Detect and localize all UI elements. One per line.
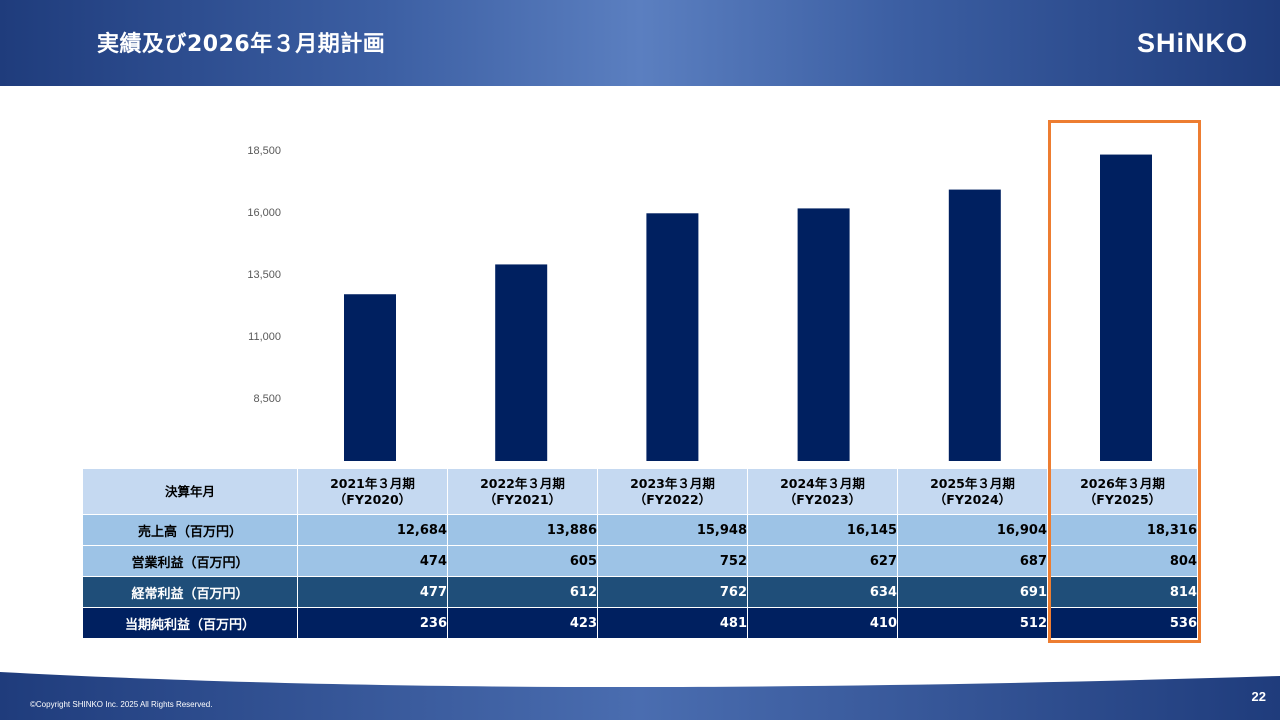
table-cell: 410 [747,607,898,639]
bar-fy2023 [797,208,850,461]
table-cell: 804 [1047,545,1198,577]
bar-fy2025 [1100,154,1152,461]
table-cell: 13,886 [447,514,598,546]
table-cell: 18,316 [1047,514,1198,546]
copyright-text: ©Copyright SHINKO Inc. 2025 All Rights R… [30,700,213,709]
table-cell: 691 [897,576,1048,608]
table-cell: 634 [747,576,898,608]
financial-table: 決算年月 2021年３月期 （FY2020） 2022年３月期 （FY2021） 2… [82,468,1198,639]
page-number: 22 [1251,689,1266,704]
table-corner-label: 決算年月 [82,468,298,515]
table-cell: 687 [897,545,1048,577]
bar-fy2021 [495,264,548,461]
row-label: 売上高（百万円） [82,514,298,546]
row-label: 当期純利益（百万円） [82,607,298,639]
table-cell: 16,145 [747,514,898,546]
y-tick-label: 13,500 [247,269,281,281]
table-cell: 814 [1047,576,1198,608]
page-title: 実績及び2026年３月期計画 [97,32,386,57]
table-header-row: 決算年月 2021年３月期 （FY2020） 2022年３月期 （FY2021） 2… [82,468,1198,515]
table-column-header: 2026年３月期 （FY2025） [1047,468,1198,515]
table-cell: 605 [447,545,598,577]
table-cell: 16,904 [897,514,1048,546]
row-label: 営業利益（百万円） [82,545,298,577]
table-column-header: 2023年３月期 （FY2022） [597,468,748,515]
table-cell: 752 [597,545,748,577]
table-cell: 15,948 [597,514,748,546]
table-cell: 481 [597,607,748,639]
table-column-header: 2024年３月期 （FY2023） [747,468,898,515]
y-tick-label: 18,500 [247,145,281,157]
y-tick-label: 8,500 [253,393,281,405]
table-cell: 627 [747,545,898,577]
table-cell: 512 [897,607,1048,639]
table-row-operating-profit: 営業利益（百万円） 474 605 752 627 687 804 [82,545,1198,577]
table-cell: 12,684 [297,514,448,546]
bar-fy2020 [344,294,396,461]
bars [344,154,1152,461]
table-column-header: 2025年３月期 （FY2024） [897,468,1048,515]
table-row-ordinary-profit: 経常利益（百万円） 477 612 762 634 691 814 [82,576,1198,608]
table-cell: 536 [1047,607,1198,639]
table-row-sales: 売上高（百万円） 12,684 13,886 15,948 16,145 16,… [82,514,1198,546]
table-cell: 474 [297,545,448,577]
table-row-net-income: 当期純利益（百万円） 236 423 481 410 512 536 [82,607,1198,639]
table-column-header: 2021年３月期 （FY2020） [297,468,448,515]
table-cell: 612 [447,576,598,608]
y-tick-label: 16,000 [247,207,281,219]
shinko-logo: SHiNKO [1136,28,1248,58]
y-axis-ticks: 8,500 11,000 13,500 16,000 18,500 [247,145,281,405]
y-tick-label: 11,000 [248,331,281,343]
row-label: 経常利益（百万円） [82,576,298,608]
table-cell: 477 [297,576,448,608]
table-column-header: 2022年３月期 （FY2021） [447,468,598,515]
bar-fy2024 [948,189,1001,461]
header-bar: 実績及び2026年３月期計画 SHiNKO [0,0,1280,86]
table-cell: 762 [597,576,748,608]
bar-fy2022 [646,213,699,461]
table-cell: 423 [447,607,598,639]
table-cell: 236 [297,607,448,639]
